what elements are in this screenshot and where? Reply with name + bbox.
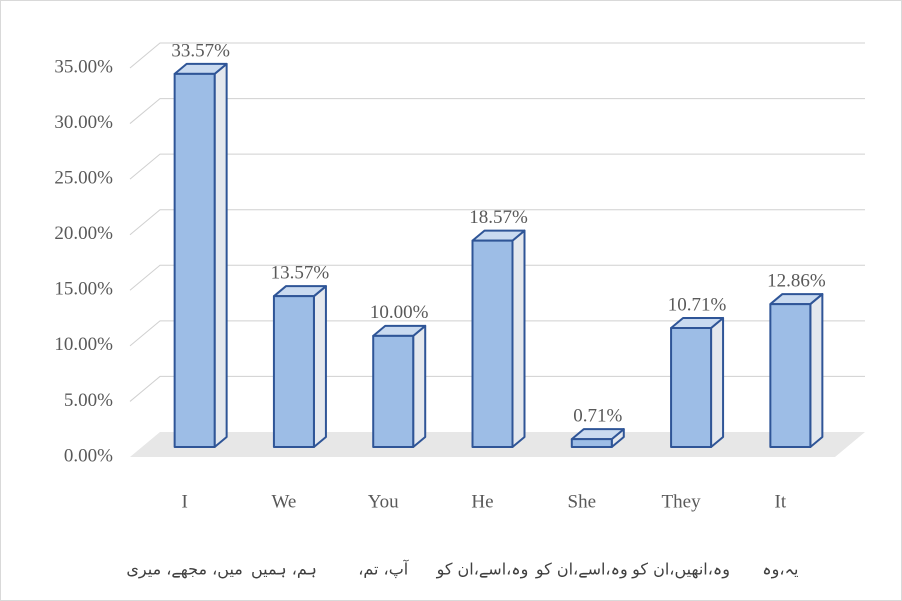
x-tick-label-urdu: وہ،اسے،ان کو: [535, 560, 628, 580]
value-label: 0.71%: [573, 405, 622, 426]
x-tick-label: You: [368, 491, 399, 512]
y-tick-label: 30.00%: [54, 112, 113, 133]
x-tick-label-urdu: ہم، ہمیں: [251, 560, 317, 580]
value-label: 10.00%: [370, 302, 429, 323]
x-tick-label-urdu: وہ،انھیں،ان کو: [631, 560, 730, 580]
x-tick-label: We: [271, 491, 296, 512]
x-tick-label-urdu: آپ، تم،: [358, 560, 410, 580]
y-tick-label: 20.00%: [54, 223, 113, 244]
bar-side: [412, 324, 427, 448]
bar: [769, 303, 812, 448]
grid-line: [129, 153, 865, 180]
value-label: 33.57%: [171, 40, 230, 61]
x-tick-label: It: [775, 491, 787, 512]
value-label: 12.86%: [767, 270, 826, 291]
x-tick-label: He: [471, 491, 493, 512]
bar-side: [809, 293, 824, 448]
bar: [471, 239, 514, 448]
bar-side: [511, 229, 526, 448]
bar: [272, 295, 315, 448]
bar: [372, 334, 415, 449]
grid-line: [129, 98, 865, 124]
bar-side: [710, 316, 725, 448]
value-label: 10.71%: [668, 294, 727, 315]
x-tick-label: They: [662, 491, 702, 512]
grid-line: [129, 209, 865, 236]
grid-line: [129, 264, 865, 291]
y-tick-label: 35.00%: [54, 56, 113, 77]
grid-line: [129, 320, 865, 347]
x-tick-label-urdu: میں، مجھے، میری: [126, 560, 242, 580]
y-tick-label: 25.00%: [54, 168, 113, 189]
grid-line: [129, 42, 865, 69]
value-label: 18.57%: [469, 207, 528, 228]
bar-side: [312, 285, 327, 448]
y-tick-label: 0.00%: [64, 445, 113, 466]
bar: [570, 438, 613, 448]
value-label: 13.57%: [271, 263, 330, 284]
y-tick-label: 10.00%: [54, 334, 113, 355]
x-tick-label-urdu: یہ،وہ: [762, 560, 798, 580]
y-tick-label: 15.00%: [54, 279, 113, 300]
bar: [173, 72, 216, 448]
x-tick-label: She: [568, 491, 597, 512]
x-tick-label-urdu: وہ،اسے،ان کو: [436, 560, 529, 580]
bar: [670, 326, 713, 448]
y-tick-label: 5.00%: [64, 390, 113, 411]
grid-line: [129, 375, 865, 402]
bar-side: [213, 62, 228, 448]
x-tick-label: I: [181, 491, 187, 512]
